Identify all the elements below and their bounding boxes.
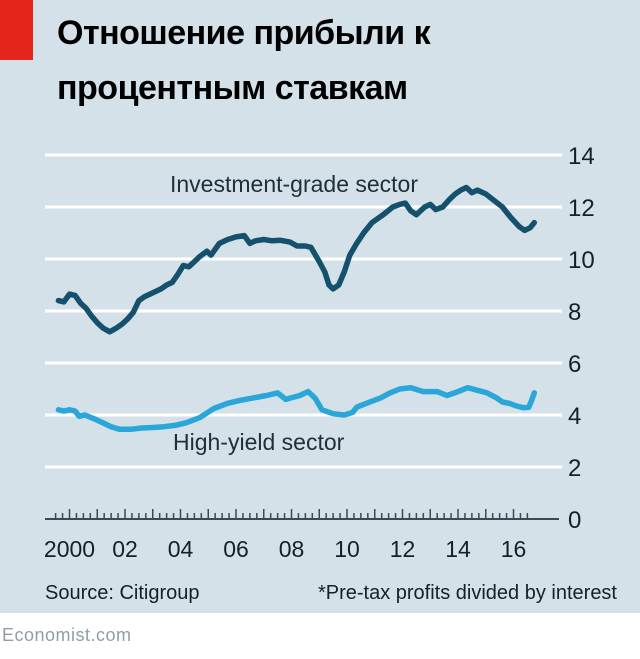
series-line-high-yield [55, 384, 538, 433]
x-tick-label-16: 16 [501, 536, 527, 562]
x-tick-label-2000: 2000 [44, 536, 95, 562]
y-tick-label-4: 4 [568, 403, 581, 430]
footnote: *Pre-tax profits divided by interest [317, 582, 617, 604]
x-tick-label-08: 08 [279, 536, 305, 562]
economist-red-tab [0, 0, 33, 60]
y-tick-label-12: 12 [568, 195, 595, 222]
economist-site-label: Economist.com [2, 625, 132, 645]
page-title-line-2: процентным ставкам [57, 69, 408, 107]
page-title-line-1: Отношение прибыли к [57, 14, 431, 52]
y-tick-label-0: 0 [568, 507, 581, 534]
x-tick-label-02: 02 [112, 536, 138, 562]
x-tick-label-12: 12 [390, 536, 416, 562]
y-tick-label-10: 10 [568, 247, 595, 274]
y-tick-label-8: 8 [568, 299, 581, 326]
x-tick-label-06: 06 [223, 536, 249, 562]
y-tick-label-2: 2 [568, 455, 581, 482]
page-title: Отношение прибыли к процентным ставкам [57, 6, 617, 116]
x-tick-label-04: 04 [168, 536, 194, 562]
x-tick-label-10: 10 [334, 536, 360, 562]
series-line-investment-grade [55, 184, 538, 335]
source-note: Source: Citigroup [45, 582, 200, 604]
y-tick-label-6: 6 [568, 351, 581, 378]
series-label-investment-grade: Investment-grade sector [170, 171, 418, 197]
x-tick-label-14: 14 [445, 536, 471, 562]
series-label-high-yield: High-yield sector [173, 429, 345, 455]
chart-panel: Отношение прибыли к процентным ставкам 0… [0, 0, 640, 613]
y-tick-label-14: 14 [568, 143, 595, 170]
